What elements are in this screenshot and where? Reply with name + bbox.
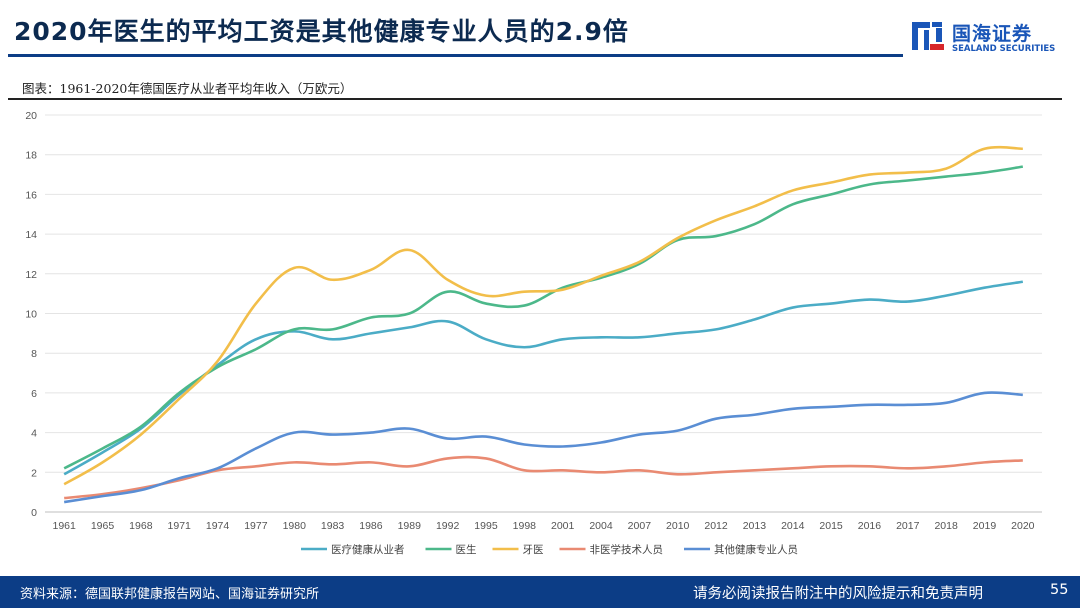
x-tick-label: 2020 bbox=[1011, 520, 1035, 532]
disclaimer-text: 请务必阅读报告附注中的风险提示和免责声明 bbox=[693, 586, 983, 602]
y-axis: 0 2 4 6 8 10 12 14 16 18 20 bbox=[25, 110, 37, 519]
y-tick-label: 12 bbox=[25, 269, 37, 281]
x-tick-label: 1977 bbox=[244, 520, 268, 532]
x-tick-label: 2010 bbox=[666, 520, 690, 532]
legend-item: 医疗健康从业者 bbox=[301, 543, 405, 556]
x-tick-label: 1986 bbox=[359, 520, 383, 532]
x-tick-label: 1980 bbox=[283, 520, 307, 532]
legend-label: 医疗健康从业者 bbox=[331, 543, 405, 556]
legend-item: 非医学技术人员 bbox=[559, 543, 664, 556]
series-其他健康专业人员 bbox=[63, 391, 1023, 504]
x-tick-label: 2001 bbox=[551, 520, 575, 532]
legend-label: 医生 bbox=[456, 543, 477, 556]
x-tick-label: 2012 bbox=[704, 520, 728, 532]
x-tick-label: 1961 bbox=[52, 520, 76, 532]
y-tick-label: 14 bbox=[25, 229, 37, 241]
legend-label: 非医学技术人员 bbox=[590, 543, 664, 556]
sealand-logo-icon bbox=[912, 22, 944, 50]
title-divider bbox=[8, 54, 903, 57]
x-axis: 1961 1965 1968 1971 1974 1977 1980 1983 1986 1989… bbox=[52, 520, 1034, 532]
y-tick-label: 20 bbox=[25, 110, 37, 122]
series-line bbox=[64, 455, 1023, 500]
series-line bbox=[63, 165, 1024, 470]
y-tick-label: 6 bbox=[31, 388, 37, 400]
x-tick-label: 1971 bbox=[168, 520, 192, 532]
x-tick-label: 2015 bbox=[819, 520, 843, 532]
x-tick-label: 2016 bbox=[858, 520, 882, 532]
series-line bbox=[63, 391, 1023, 504]
legend-label: 其他健康专业人员 bbox=[714, 543, 798, 556]
x-tick-label: 2007 bbox=[628, 520, 652, 532]
series-非医学技术人员 bbox=[64, 455, 1023, 500]
x-tick-label: 1992 bbox=[436, 520, 460, 532]
footer-bar: 资料来源：德国联邦健康报告网站、国海证券研究所 请务必阅读报告附注中的风险提示和… bbox=[0, 576, 1080, 608]
y-tick-label: 4 bbox=[31, 428, 37, 440]
data-source: 资料来源：德国联邦健康报告网站、国海证券研究所 bbox=[20, 587, 320, 602]
y-tick-label: 18 bbox=[25, 150, 37, 162]
company-logo: 国海证券 SEALAND SECURITIES bbox=[910, 18, 1060, 60]
logo-english-name: SEALAND SECURITIES bbox=[952, 44, 1056, 54]
chart-legend: 医疗健康从业者 医生 牙医 非医学技术人员 其他健康专业人员 bbox=[301, 543, 798, 556]
logo-chinese-name: 国海证券 bbox=[952, 23, 1033, 45]
y-tick-label: 10 bbox=[25, 309, 37, 321]
x-tick-label: 2013 bbox=[743, 520, 767, 532]
x-tick-label: 2014 bbox=[781, 520, 805, 532]
y-tick-label: 16 bbox=[25, 189, 37, 201]
series-医生 bbox=[63, 165, 1024, 470]
y-tick-label: 2 bbox=[31, 467, 37, 479]
y-tick-label: 8 bbox=[31, 348, 37, 360]
series-line bbox=[63, 145, 1023, 486]
legend-label: 牙医 bbox=[523, 544, 544, 556]
caption-divider bbox=[8, 98, 1062, 100]
chart-series bbox=[63, 145, 1024, 504]
x-tick-label: 1995 bbox=[474, 520, 498, 532]
x-tick-label: 1965 bbox=[91, 520, 115, 532]
x-tick-label: 2017 bbox=[896, 520, 920, 532]
x-tick-label: 1983 bbox=[321, 520, 345, 532]
figure-caption: 图表：1961-2020年德国医疗从业者平均年收入（万欧元） bbox=[22, 81, 353, 96]
x-tick-label: 1998 bbox=[513, 520, 537, 532]
page-number: 55 bbox=[1050, 582, 1069, 598]
x-tick-label: 2019 bbox=[973, 520, 997, 532]
y-tick-label: 0 bbox=[31, 507, 37, 519]
legend-item: 其他健康专业人员 bbox=[684, 543, 798, 556]
series-牙医 bbox=[63, 145, 1023, 486]
x-tick-label: 2004 bbox=[589, 520, 613, 532]
series-line bbox=[63, 280, 1024, 476]
x-tick-label: 1974 bbox=[206, 520, 230, 532]
series-医疗健康从业者 bbox=[63, 280, 1024, 476]
x-tick-label: 1968 bbox=[129, 520, 153, 532]
legend-item: 牙医 bbox=[492, 544, 544, 556]
legend-item: 医生 bbox=[425, 543, 477, 556]
x-tick-label: 1989 bbox=[398, 520, 422, 532]
x-tick-label: 2018 bbox=[934, 520, 958, 532]
slide-title: 2020年医生的平均工资是其他健康专业人员的2.9倍 bbox=[14, 17, 629, 46]
chart-gridlines bbox=[45, 114, 1042, 513]
